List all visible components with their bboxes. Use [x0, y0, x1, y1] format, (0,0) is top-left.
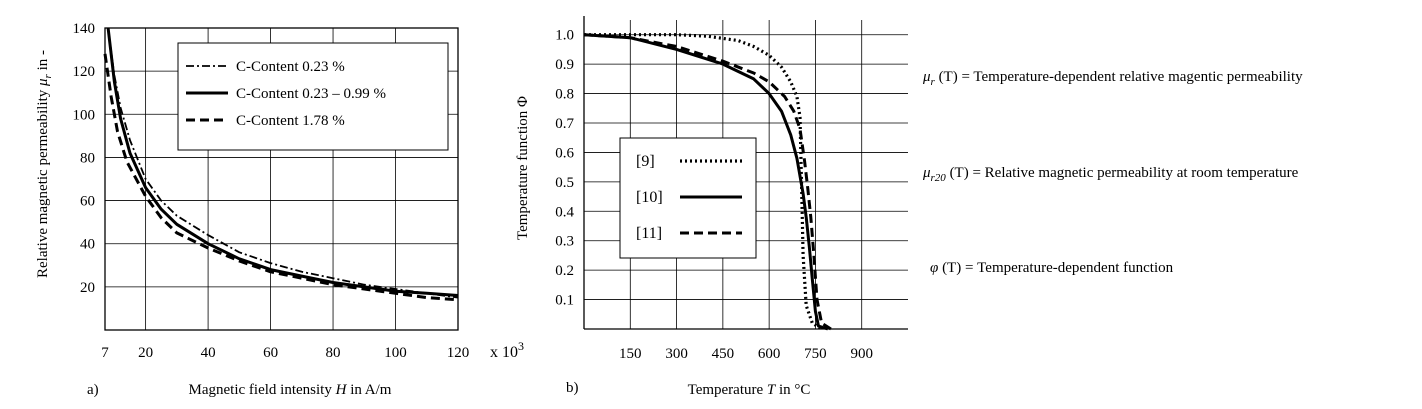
chart-a-frame [104, 27, 459, 331]
chart-a-x-multiplier-exp: 3 [518, 339, 524, 353]
chart-a-x-multiplier-base: x 10 [490, 344, 518, 361]
chart-a-xtick-label: 60 [263, 345, 278, 361]
annotation-phi-arg: (T) [938, 260, 962, 276]
chart-a-xtick-label: 120 [447, 345, 470, 361]
chart-a-x-multiplier: x 103 [490, 339, 524, 361]
annotation-mu-r20-symbol: μ [923, 165, 931, 181]
annotation-mu-r-symbol: μ [923, 69, 931, 85]
chart-a-ytick-label: 120 [73, 64, 96, 80]
chart-b-series-line [583, 33, 829, 331]
chart-b-legend: [9] [10] [11] [619, 137, 757, 259]
chart-a-ytick-label: 140 [73, 21, 96, 37]
chart-a: 7 20 40 60 80 100 120 20 40 60 80 100 120 140 C-Conten… [35, 21, 524, 398]
chart-a-legend-label: C-Content 0.23 % [236, 59, 345, 75]
chart-a-ylabel-part: r [42, 73, 54, 78]
chart-a-xlabel-part: H [335, 382, 348, 398]
chart-a-ytick-label: 100 [73, 107, 96, 123]
annotation-mu-r-subscript: r [930, 76, 935, 88]
chart-a-xtick-label: 100 [384, 345, 407, 361]
chart-b-ytick-label: 0.6 [555, 145, 574, 161]
chart-a-xlabel-part: Magnetic field intensity [189, 382, 336, 398]
chart-a-ytick-label: 20 [80, 280, 95, 296]
chart-a-xtick-label: 40 [201, 345, 216, 361]
chart-b-legend-label: [10] [636, 189, 663, 206]
chart-b-ytick-label: 0.3 [555, 234, 574, 250]
chart-b-xtick-label: 600 [758, 346, 781, 362]
chart-a-legend: C-Content 0.23 % C-Content 0.23 – 0.99 % C… [177, 42, 449, 151]
chart-b-xlabel: Temperature T in °C [688, 382, 811, 398]
chart-b-ytick-label: 0.8 [555, 87, 574, 103]
annotation-mu-r-arg: (T) [934, 69, 958, 85]
chart-a-ylabel: Relative magnetic permeability μr in - [35, 50, 54, 278]
annotation-mu-r: μr (T) = Temperature-dependent relative … [923, 69, 1303, 88]
chart-b-xtick-label: 750 [804, 346, 827, 362]
chart-a-panel-label: a) [87, 382, 99, 398]
chart-a-ytick-label: 80 [80, 150, 95, 166]
chart-a-legend-label: C-Content 1.78 % [236, 113, 345, 129]
chart-a-xlabel-part: in A/m [346, 382, 391, 398]
chart-b-xtick-label: 450 [712, 346, 735, 362]
chart-b-legend-label: [11] [636, 225, 662, 242]
chart-a-series-line [107, 27, 459, 299]
chart-a-ylabel-part: in - [35, 50, 51, 74]
annotation-mu-r-text: = Temperature-dependent relative magenti… [957, 69, 1303, 85]
annotation-phi-text: = Temperature-dependent function [961, 260, 1174, 276]
chart-b-ylabel: Temperature function Φ [515, 96, 531, 240]
chart-b-xtick-label: 150 [619, 346, 642, 362]
chart-a-xtick-label: 80 [326, 345, 341, 361]
chart-b-panel-label: b) [566, 380, 579, 396]
chart-b-xtick-label: 300 [665, 346, 688, 362]
chart-a-ylabel-part: Relative magnetic permeability [35, 86, 51, 278]
chart-a-xtick-label: 7 [101, 345, 109, 361]
chart-a-series-line [106, 27, 459, 297]
annotation-phi: φ (T) = Temperature-dependent function [930, 260, 1173, 277]
chart-b-ytick-label: 0.7 [555, 116, 574, 132]
chart-b-ytick-label: 0.4 [555, 204, 574, 220]
chart-a-xlabel: Magnetic field intensity H in A/m [189, 382, 392, 398]
chart-b-ytick-label: 0.5 [555, 175, 574, 191]
chart-b-series-line [583, 33, 832, 331]
chart-b-ytick-label: 1.0 [555, 28, 574, 44]
chart-b-ytick-label: 0.2 [555, 263, 574, 279]
chart-b-xlabel-part: T [767, 382, 777, 398]
chart-b-xtick-label: 900 [850, 346, 873, 362]
annotation-mu-r20-subscript: r20 [930, 172, 946, 184]
chart-b-ytick-label: 0.1 [555, 293, 574, 309]
chart-a-ytick-label: 40 [80, 237, 95, 253]
annotation-phi-symbol: φ [930, 260, 939, 276]
chart-a-legend-label: C-Content 0.23 – 0.99 % [236, 86, 386, 102]
annotation-mu-r20-arg: (T) [945, 165, 969, 181]
chart-b-ytick-label: 0.9 [555, 57, 574, 73]
chart-a-xtick-label: 20 [138, 345, 153, 361]
annotation-mu-r20: μr20 (T) = Relative magnetic permeabilit… [923, 165, 1298, 184]
chart-b-xlabel-part: in °C [775, 382, 810, 398]
chart-a-ylabel-part: μ [35, 78, 51, 87]
chart-a-legend-box [177, 42, 449, 151]
chart-b-legend-label: [9] [636, 153, 655, 170]
chart-b: 150 300 450 600 750 900 0.1 0.2 0.3 0.4 0.5 0.6 0.7 0… [515, 16, 908, 398]
chart-a-series-line [103, 53, 459, 302]
chart-b-xlabel-part: Temperature [688, 382, 767, 398]
chart-a-ytick-label: 60 [80, 194, 95, 210]
annotation-mu-r20-text: = Relative magnetic permeability at room… [968, 165, 1299, 181]
